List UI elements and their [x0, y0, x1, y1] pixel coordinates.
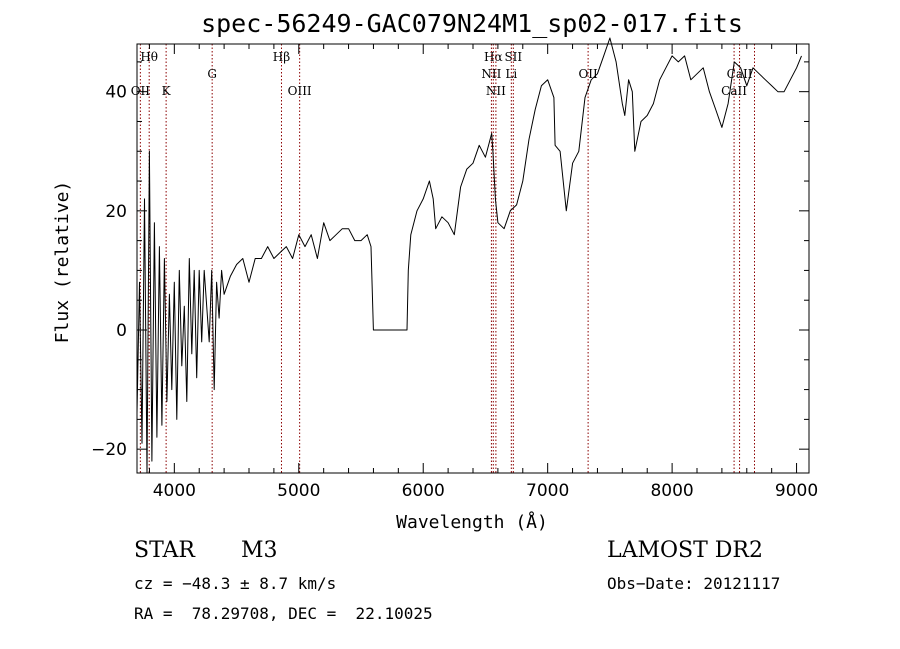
- line-label-1: OII: [131, 84, 151, 98]
- object-class: STAR: [134, 538, 195, 563]
- x-tick-label: 5000: [277, 481, 320, 501]
- line-label-4: Hβ: [273, 50, 290, 64]
- line-label-2: K: [162, 84, 172, 98]
- line-label-10: NII: [486, 84, 506, 98]
- axes: 4000 5000 6000 7000 8000 9000 −20 0 20 40: [91, 43, 818, 501]
- x-axis-label: Wavelength (Å): [396, 511, 548, 533]
- chart-title: spec-56249-GAC079N24M1_sp02-017.fits: [201, 9, 743, 38]
- survey-name: LAMOST DR2: [607, 538, 763, 563]
- line-label-8: NII: [481, 67, 501, 81]
- line-label-0: Hθ: [140, 50, 158, 64]
- line-label-5: OIII: [288, 84, 312, 98]
- x-tick-label: 8000: [650, 481, 693, 501]
- x-tick-label: 9000: [775, 481, 818, 501]
- y-tick-label: 20: [105, 202, 127, 222]
- line-label-6: Hα: [484, 50, 503, 64]
- plot-frame: [136, 43, 810, 474]
- observation-date: Obs−Date: 20121117: [607, 574, 781, 593]
- y-tick-label: 0: [116, 321, 127, 341]
- line-label-3: G: [207, 67, 217, 81]
- redshift-readout: cz = −48.3 ± 8.7 km/s: [134, 574, 337, 593]
- x-tick-label: 4000: [153, 481, 196, 501]
- coordinates-readout: RA = 78.29708, DEC = 22.10025: [134, 604, 433, 623]
- y-tick-label: −20: [91, 440, 127, 460]
- line-label-7: SII: [504, 50, 522, 64]
- line-label-9: Li: [505, 67, 517, 81]
- y-axis-label: Flux (relative): [52, 181, 73, 344]
- spectrum-line-0: [136, 37, 802, 474]
- x-tick-label: 7000: [526, 481, 569, 501]
- line-label-11: OII: [578, 67, 598, 81]
- x-tick-label: 6000: [402, 481, 445, 501]
- y-tick-label: 40: [105, 83, 127, 103]
- line-label-13: CaII: [721, 84, 747, 98]
- spectrum-series: [136, 37, 802, 474]
- object-subclass: M3: [241, 538, 278, 563]
